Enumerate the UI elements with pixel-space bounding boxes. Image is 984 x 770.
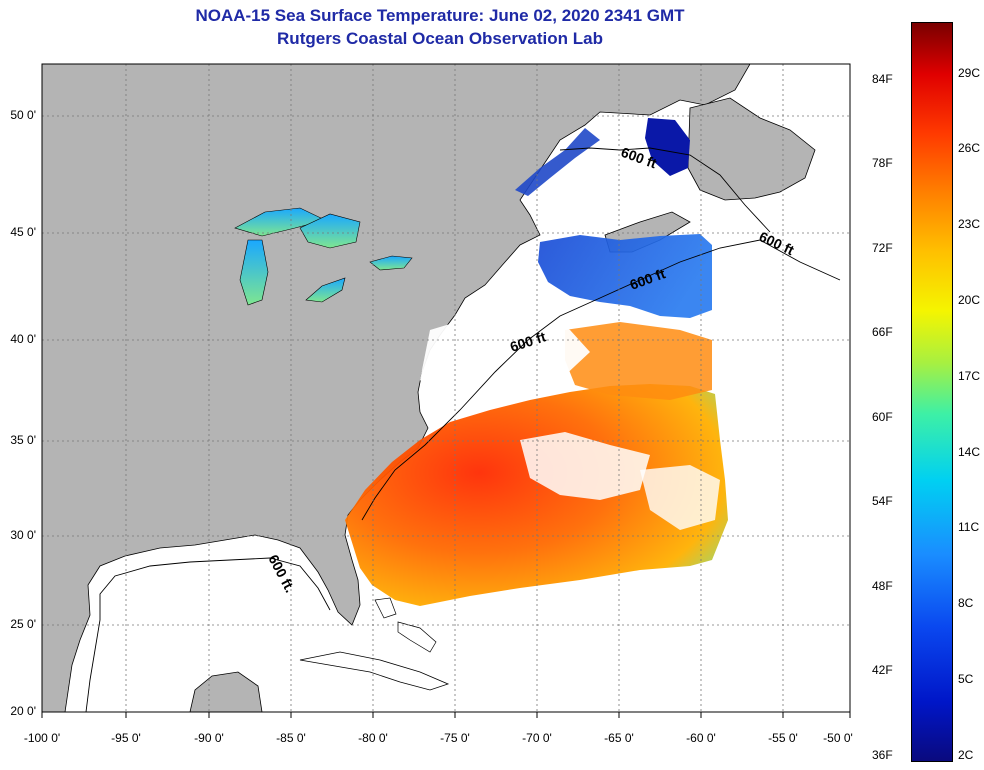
lon-label-90: -90 0' (194, 731, 224, 745)
colorbar-f-48: 48F (872, 579, 893, 593)
lake-ontario (369, 255, 413, 271)
colorbar-c-20: 20C (958, 293, 981, 307)
isobath-600ft-gulf (85, 557, 331, 712)
lat-label-50: 50 0' (10, 108, 36, 122)
lake-michigan (239, 239, 269, 306)
lon-label-95: -95 0' (111, 731, 141, 745)
lon-label-50: -50 0' (823, 731, 853, 745)
lat-label-30: 30 0' (10, 528, 36, 542)
isobath-600ft-atlantic (361, 239, 841, 521)
lon-label-85: -85 0' (276, 731, 306, 745)
land-cuba (299, 651, 450, 691)
graticule (42, 64, 850, 712)
colorbar-f-54: 54F (872, 494, 893, 508)
colorbar-c-2: 2C (958, 748, 974, 762)
cold-water-gulf-of-maine (538, 234, 712, 318)
colorbar-f-36: 36F (872, 748, 893, 762)
colorbar-f-72: 72F (872, 241, 893, 255)
colorbar-c-5: 5C (958, 672, 974, 686)
cloud-cover-north (420, 312, 590, 404)
colorbar-c-26: 26C (958, 141, 981, 155)
colorbar-c-8: 8C (958, 596, 974, 610)
isobath-600ft-north (559, 147, 771, 233)
lon-label-80: -80 0' (358, 731, 388, 745)
colorbar-f-84: 84F (872, 72, 893, 86)
colorbar-c-11: 11C (958, 520, 980, 534)
lon-label-65: -65 0' (604, 731, 634, 745)
lake-erie (305, 277, 346, 303)
cloud-cover-central (520, 432, 650, 500)
lake-huron (299, 213, 361, 249)
colorbar-c-14: 14C (958, 445, 981, 459)
cold-water-gulf-st-lawrence (645, 118, 690, 176)
lat-label-25: 25 0' (10, 617, 36, 631)
lon-label-100: -100 0' (23, 731, 61, 745)
colorbar-c-17: 17C (958, 369, 981, 383)
colorbar-f-78: 78F (872, 156, 893, 170)
colorbar-f-60: 60F (872, 410, 893, 424)
cold-water-st-lawrence (515, 128, 600, 196)
mid-atlantic-patch (565, 322, 712, 400)
lon-label-55: -55 0' (768, 731, 798, 745)
lon-label-75: -75 0' (440, 731, 470, 745)
colorbar-f-42: 42F (872, 663, 893, 677)
lat-label-35: 35 0' (10, 433, 36, 447)
cloud-cover-east (640, 465, 720, 530)
land-bahamas (374, 597, 437, 653)
colorbar-f-66: 66F (872, 325, 893, 339)
lat-label-20: 20 0' (10, 704, 36, 718)
chart-subtitle: Rutgers Coastal Ocean Observation Lab (277, 29, 603, 48)
map-frame (41, 63, 851, 713)
lat-label-40: 40 0' (10, 332, 36, 346)
land-yucatan (189, 671, 263, 712)
chart-title: NOAA-15 Sea Surface Temperature: June 02… (195, 6, 685, 25)
temperature-colorbar (911, 22, 953, 762)
lat-label-45: 45 0' (10, 225, 36, 239)
colorbar-c-29: 29C (958, 66, 981, 80)
colorbar-c-23: 23C (958, 217, 981, 231)
warm-water-gulf-stream (345, 384, 728, 606)
lon-label-60: -60 0' (686, 731, 716, 745)
lon-label-70: -70 0' (522, 731, 552, 745)
